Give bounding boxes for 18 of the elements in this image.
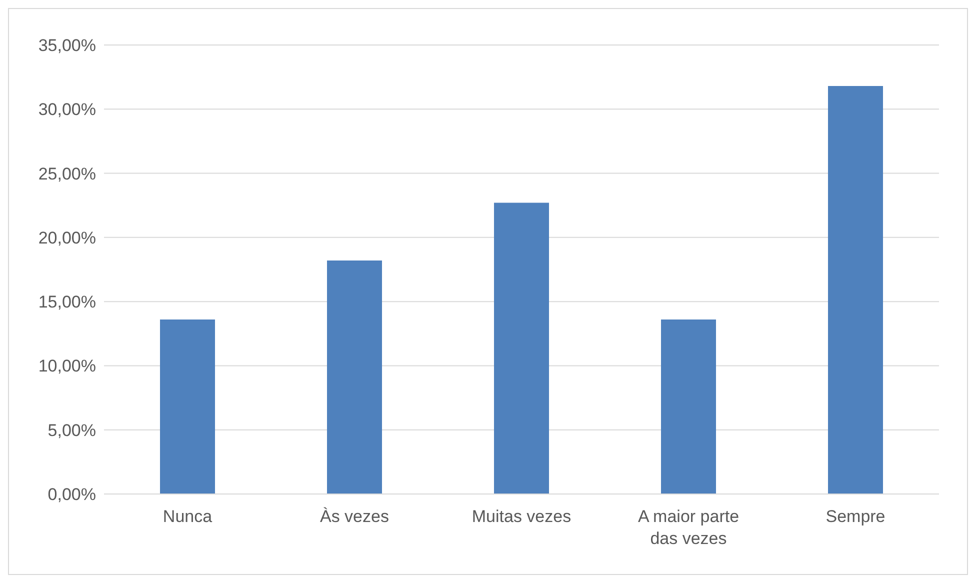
bar bbox=[828, 86, 883, 494]
x-tick-label: Às vezes bbox=[320, 507, 389, 526]
y-tick-label: 30,00% bbox=[38, 100, 96, 120]
y-tick-label: 15,00% bbox=[38, 292, 96, 312]
y-tick-label: 0,00% bbox=[48, 485, 96, 504]
x-tick-label: Muitas vezes bbox=[472, 507, 572, 526]
y-tick-label: 35,00% bbox=[38, 36, 96, 56]
bar bbox=[327, 260, 382, 494]
y-tick-label: 20,00% bbox=[38, 228, 96, 248]
y-tick-label: 5,00% bbox=[48, 420, 96, 440]
bar bbox=[494, 202, 549, 494]
y-tick-label: 25,00% bbox=[38, 164, 96, 184]
x-tick-label: Sempre bbox=[826, 507, 886, 526]
x-tick-label: A maior parte das vezes bbox=[638, 507, 740, 548]
x-tick-label: Nunca bbox=[162, 507, 213, 526]
bar bbox=[661, 320, 716, 494]
y-tick-label: 10,00% bbox=[38, 356, 96, 376]
bar bbox=[160, 320, 215, 494]
